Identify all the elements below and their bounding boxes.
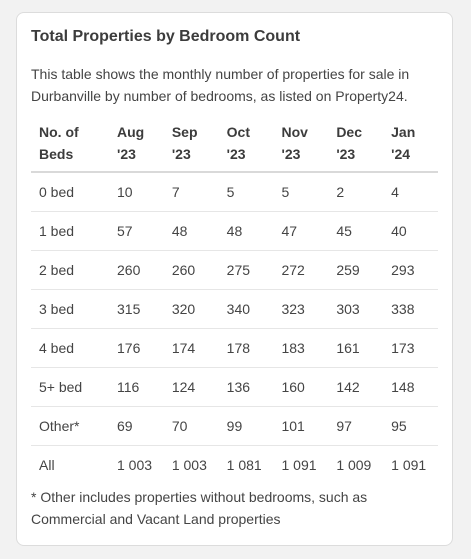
table-cell: 1 091: [281, 457, 317, 473]
bedroom-count-table: No. of Beds Aug '23 Sep '23 Oct '23 Nov '23 D…: [31, 121, 438, 484]
table-cell: 124: [163, 367, 219, 407]
table-cell: 45: [328, 211, 384, 251]
table-cell: 260: [163, 250, 219, 290]
row-label: 5+ bed: [31, 367, 109, 407]
header-aug-23: Aug '23: [109, 121, 164, 173]
table-cell: 338: [383, 289, 438, 329]
table-row: 1 bed 57 48 48 47 45 40: [31, 211, 438, 251]
table-cell: 47: [273, 211, 329, 251]
table-cell: 148: [383, 367, 438, 407]
card-title: Total Properties by Bedroom Count: [31, 28, 301, 45]
table-cell: 116: [109, 367, 164, 407]
table-cell: 1 003: [171, 457, 207, 473]
row-label: 4 bed: [31, 328, 109, 368]
table-cell: 142: [328, 367, 384, 407]
header-jan-24: Jan '24: [383, 121, 438, 173]
table-cell: 340: [218, 289, 274, 329]
table-cell: 174: [163, 328, 219, 368]
table-cell: 48: [163, 211, 219, 251]
row-label: 2 bed: [31, 250, 109, 290]
table-cell: 323: [273, 289, 329, 329]
row-label: 0 bed: [31, 172, 109, 212]
table-cell: 293: [383, 250, 438, 290]
header-sep-23: Sep '23: [163, 121, 219, 173]
header-dec-23: Dec '23: [328, 121, 384, 173]
table-cell: 10: [109, 172, 164, 212]
header-nov-23: Nov '23: [273, 121, 329, 173]
table-cell: 1 091: [391, 457, 427, 473]
table-cell: 99: [218, 406, 274, 446]
table-cell: 136: [218, 367, 274, 407]
table-cell: 1 003: [117, 457, 153, 473]
header-beds: No. of Beds: [31, 121, 109, 173]
table-cell: 315: [109, 289, 164, 329]
table-row: Other* 69 70 99 101 97 95: [31, 406, 438, 446]
table-cell: 1 081: [226, 457, 262, 473]
table-row: 5+ bed 116 124 136 160 142 148: [31, 367, 438, 407]
table-cell: 178: [218, 328, 274, 368]
row-label: Other*: [31, 406, 109, 446]
table-cell: 69: [109, 406, 164, 446]
table-cell: 2: [328, 172, 384, 212]
table-cell: 70: [163, 406, 219, 446]
card-description: This table shows the monthly number of p…: [31, 66, 410, 104]
table-cell: 275: [218, 250, 274, 290]
table-cell: 161: [328, 328, 384, 368]
table-cell: 5: [273, 172, 329, 212]
row-label: 1 bed: [31, 211, 109, 251]
table-cell: 176: [109, 328, 164, 368]
table-row: 0 bed 10 7 5 5 2 4: [31, 172, 438, 212]
table-cell: 7: [163, 172, 219, 212]
table-cell: 272: [273, 250, 329, 290]
table-row: 4 bed 176 174 178 183 161 173: [31, 328, 438, 368]
table-cell: 1 009: [336, 457, 372, 473]
table-footnote: * Other includes properties without bedr…: [31, 489, 368, 527]
table-cell: 97: [328, 406, 384, 446]
row-label: 3 bed: [31, 289, 109, 329]
table-cell: 101: [273, 406, 329, 446]
table-header-row: No. of Beds Aug '23 Sep '23 Oct '23 Nov '23 D…: [31, 121, 438, 173]
table-cell: 303: [328, 289, 384, 329]
table-cell: 95: [383, 406, 438, 446]
table-cell: 57: [109, 211, 164, 251]
table-cell: 40: [383, 211, 438, 251]
table-cell: 173: [383, 328, 438, 368]
properties-card: Total Properties by Bedroom Count This t…: [16, 12, 453, 546]
table-cell: 160: [273, 367, 329, 407]
table-cell: 259: [328, 250, 384, 290]
table-cell: 260: [109, 250, 164, 290]
table-cell: 5: [218, 172, 274, 212]
table-cell: 183: [273, 328, 329, 368]
table-cell: 48: [218, 211, 274, 251]
table-row-total: All 1 003 1 003 1 081 1 091 1 009 1 091: [31, 446, 438, 485]
table-cell: 4: [383, 172, 438, 212]
header-oct-23: Oct '23: [218, 121, 274, 173]
table-cell: 320: [163, 289, 219, 329]
table-row: 2 bed 260 260 275 272 259 293: [31, 250, 438, 290]
row-label: All: [39, 457, 55, 473]
table-row: 3 bed 315 320 340 323 303 338: [31, 289, 438, 329]
